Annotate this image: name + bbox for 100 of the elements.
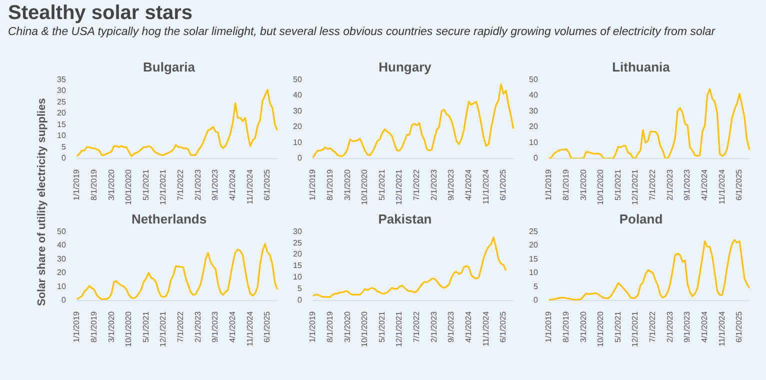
y-tick-label: 40 xyxy=(292,90,302,100)
x-tick-label: 2/1/2023 xyxy=(665,310,674,343)
y-axis-title: Solar share of utility electricity supplies xyxy=(36,97,48,308)
chart-title: Hungary xyxy=(378,59,432,74)
x-tick-label: 9/1/2023 xyxy=(210,310,220,343)
y-tick-label: 10 xyxy=(528,138,538,147)
x-tick-label: 9/1/2023 xyxy=(446,310,456,343)
x-tick-label: 11/1/2024 xyxy=(717,310,726,346)
chart-title: Pakistan xyxy=(378,211,432,226)
y-tick-label: 15 xyxy=(292,261,302,270)
x-tick-label: 3/1/2020 xyxy=(578,310,588,343)
x-tick-label: 12/1/2021 xyxy=(630,310,640,348)
x-tick-label: 2/1/2023 xyxy=(193,310,202,343)
x-tick-label: 9/1/2023 xyxy=(210,168,220,201)
y-tick-label: 20 xyxy=(56,268,66,278)
x-tick-label: 12/1/2021 xyxy=(158,168,168,206)
x-tick-label: 1/1/2019 xyxy=(72,168,82,201)
x-tick-label: 3/1/2020 xyxy=(106,310,116,343)
x-tick-label: 2/1/2023 xyxy=(429,168,438,201)
x-tick-label: 8/1/2019 xyxy=(561,310,570,343)
x-tick-label: 9/1/2023 xyxy=(682,310,692,343)
x-tick-label: 8/1/2019 xyxy=(325,310,334,343)
x-tick-label: 10/1/2020 xyxy=(360,310,370,348)
x-tick-label: 3/1/2020 xyxy=(106,168,116,201)
y-tick-label: 5 xyxy=(61,142,66,152)
x-tick-label: 8/1/2019 xyxy=(89,168,98,201)
y-tick-label: 40 xyxy=(528,90,538,100)
x-tick-label: 11/1/2024 xyxy=(481,310,490,346)
x-tick-label: 4/1/2024 xyxy=(464,310,474,343)
x-tick-label: 11/1/2024 xyxy=(245,168,254,204)
y-tick-label: 35 xyxy=(56,74,66,84)
y-tick-label: 0 xyxy=(61,154,66,163)
x-tick-label: 5/1/2021 xyxy=(613,310,622,343)
text: Stealthy solar stars xyxy=(8,2,194,25)
x-tick-label: 6/1/2025 xyxy=(734,168,744,201)
x-tick-label: 1/1/2019 xyxy=(544,310,554,343)
x-tick-label: 11/1/2024 xyxy=(481,168,490,204)
x-tick-label: 8/1/2019 xyxy=(325,168,334,201)
y-tick-label: 5 xyxy=(533,282,538,291)
x-tick-label: 7/1/2022 xyxy=(176,168,186,201)
x-tick-label: 12/1/2021 xyxy=(394,168,404,206)
y-tick-label: 20 xyxy=(292,122,302,132)
x-tick-label: 5/1/2021 xyxy=(141,168,150,201)
y-tick-label: 0 xyxy=(533,154,538,163)
x-tick-label: 6/1/2025 xyxy=(734,310,744,343)
x-tick-label: 5/1/2021 xyxy=(613,168,622,201)
y-tick-label: 10 xyxy=(56,282,66,291)
x-tick-label: 5/1/2021 xyxy=(377,310,386,343)
y-tick-label: 20 xyxy=(56,108,66,118)
x-tick-label: 4/1/2024 xyxy=(464,168,474,201)
x-tick-label: 10/1/2020 xyxy=(124,310,134,348)
y-tick-label: 20 xyxy=(528,122,538,132)
x-tick-label: 4/1/2024 xyxy=(228,310,238,343)
x-tick-label: 12/1/2021 xyxy=(394,310,404,348)
y-tick-label: 50 xyxy=(528,74,538,84)
y-tick-label: 30 xyxy=(56,86,66,96)
text: China & the USA typically hog the solar limelight, but several less obvious countries secure rapidly growing volumes of electricity from solar xyxy=(8,26,716,38)
x-tick-label: 2/1/2023 xyxy=(429,310,438,343)
chart-title: Lithuania xyxy=(612,59,671,74)
x-tick-label: 11/1/2024 xyxy=(717,168,726,204)
chart-title: Poland xyxy=(619,211,663,226)
x-tick-label: 11/1/2024 xyxy=(245,310,254,346)
x-tick-label: 7/1/2022 xyxy=(648,310,658,343)
x-tick-label: 7/1/2022 xyxy=(412,310,422,343)
y-tick-label: 25 xyxy=(56,97,66,106)
y-tick-label: 0 xyxy=(297,154,302,163)
x-tick-label: 6/1/2025 xyxy=(498,168,508,201)
y-tick-label: 10 xyxy=(56,131,66,140)
x-tick-label: 10/1/2020 xyxy=(360,168,370,206)
x-tick-label: 2/1/2023 xyxy=(665,168,674,201)
x-tick-label: 7/1/2022 xyxy=(412,168,422,201)
x-tick-label: 4/1/2024 xyxy=(700,310,710,343)
x-tick-label: 1/1/2019 xyxy=(72,310,82,343)
x-tick-label: 7/1/2022 xyxy=(176,310,186,343)
y-tick-label: 50 xyxy=(56,226,66,236)
y-tick-label: 30 xyxy=(528,106,538,116)
y-tick-label: 20 xyxy=(528,240,538,250)
x-tick-label: 3/1/2020 xyxy=(342,310,352,343)
x-tick-label: 6/1/2025 xyxy=(262,168,272,201)
y-tick-label: 30 xyxy=(56,254,66,264)
x-tick-label: 7/1/2022 xyxy=(648,168,658,201)
x-tick-label: 5/1/2021 xyxy=(377,168,386,201)
x-tick-label: 5/1/2021 xyxy=(141,310,150,343)
y-tick-label: 10 xyxy=(292,272,302,282)
x-tick-label: 10/1/2020 xyxy=(596,310,606,348)
chart-title: Bulgaria xyxy=(142,59,196,74)
x-tick-label: 8/1/2019 xyxy=(89,310,98,343)
y-tick-label: 25 xyxy=(292,238,302,248)
y-tick-label: 50 xyxy=(292,74,302,84)
x-tick-label: 6/1/2025 xyxy=(262,310,272,343)
x-tick-label: 9/1/2023 xyxy=(682,168,692,201)
x-tick-label: 12/1/2021 xyxy=(158,310,168,348)
y-tick-label: 30 xyxy=(292,226,302,236)
x-tick-label: 4/1/2024 xyxy=(700,168,710,201)
y-tick-label: 25 xyxy=(528,226,538,236)
x-tick-label: 2/1/2023 xyxy=(193,168,202,201)
y-tick-label: 30 xyxy=(292,106,302,116)
y-tick-label: 40 xyxy=(56,240,66,250)
x-tick-label: 3/1/2020 xyxy=(342,168,352,201)
y-tick-label: 15 xyxy=(528,254,538,264)
